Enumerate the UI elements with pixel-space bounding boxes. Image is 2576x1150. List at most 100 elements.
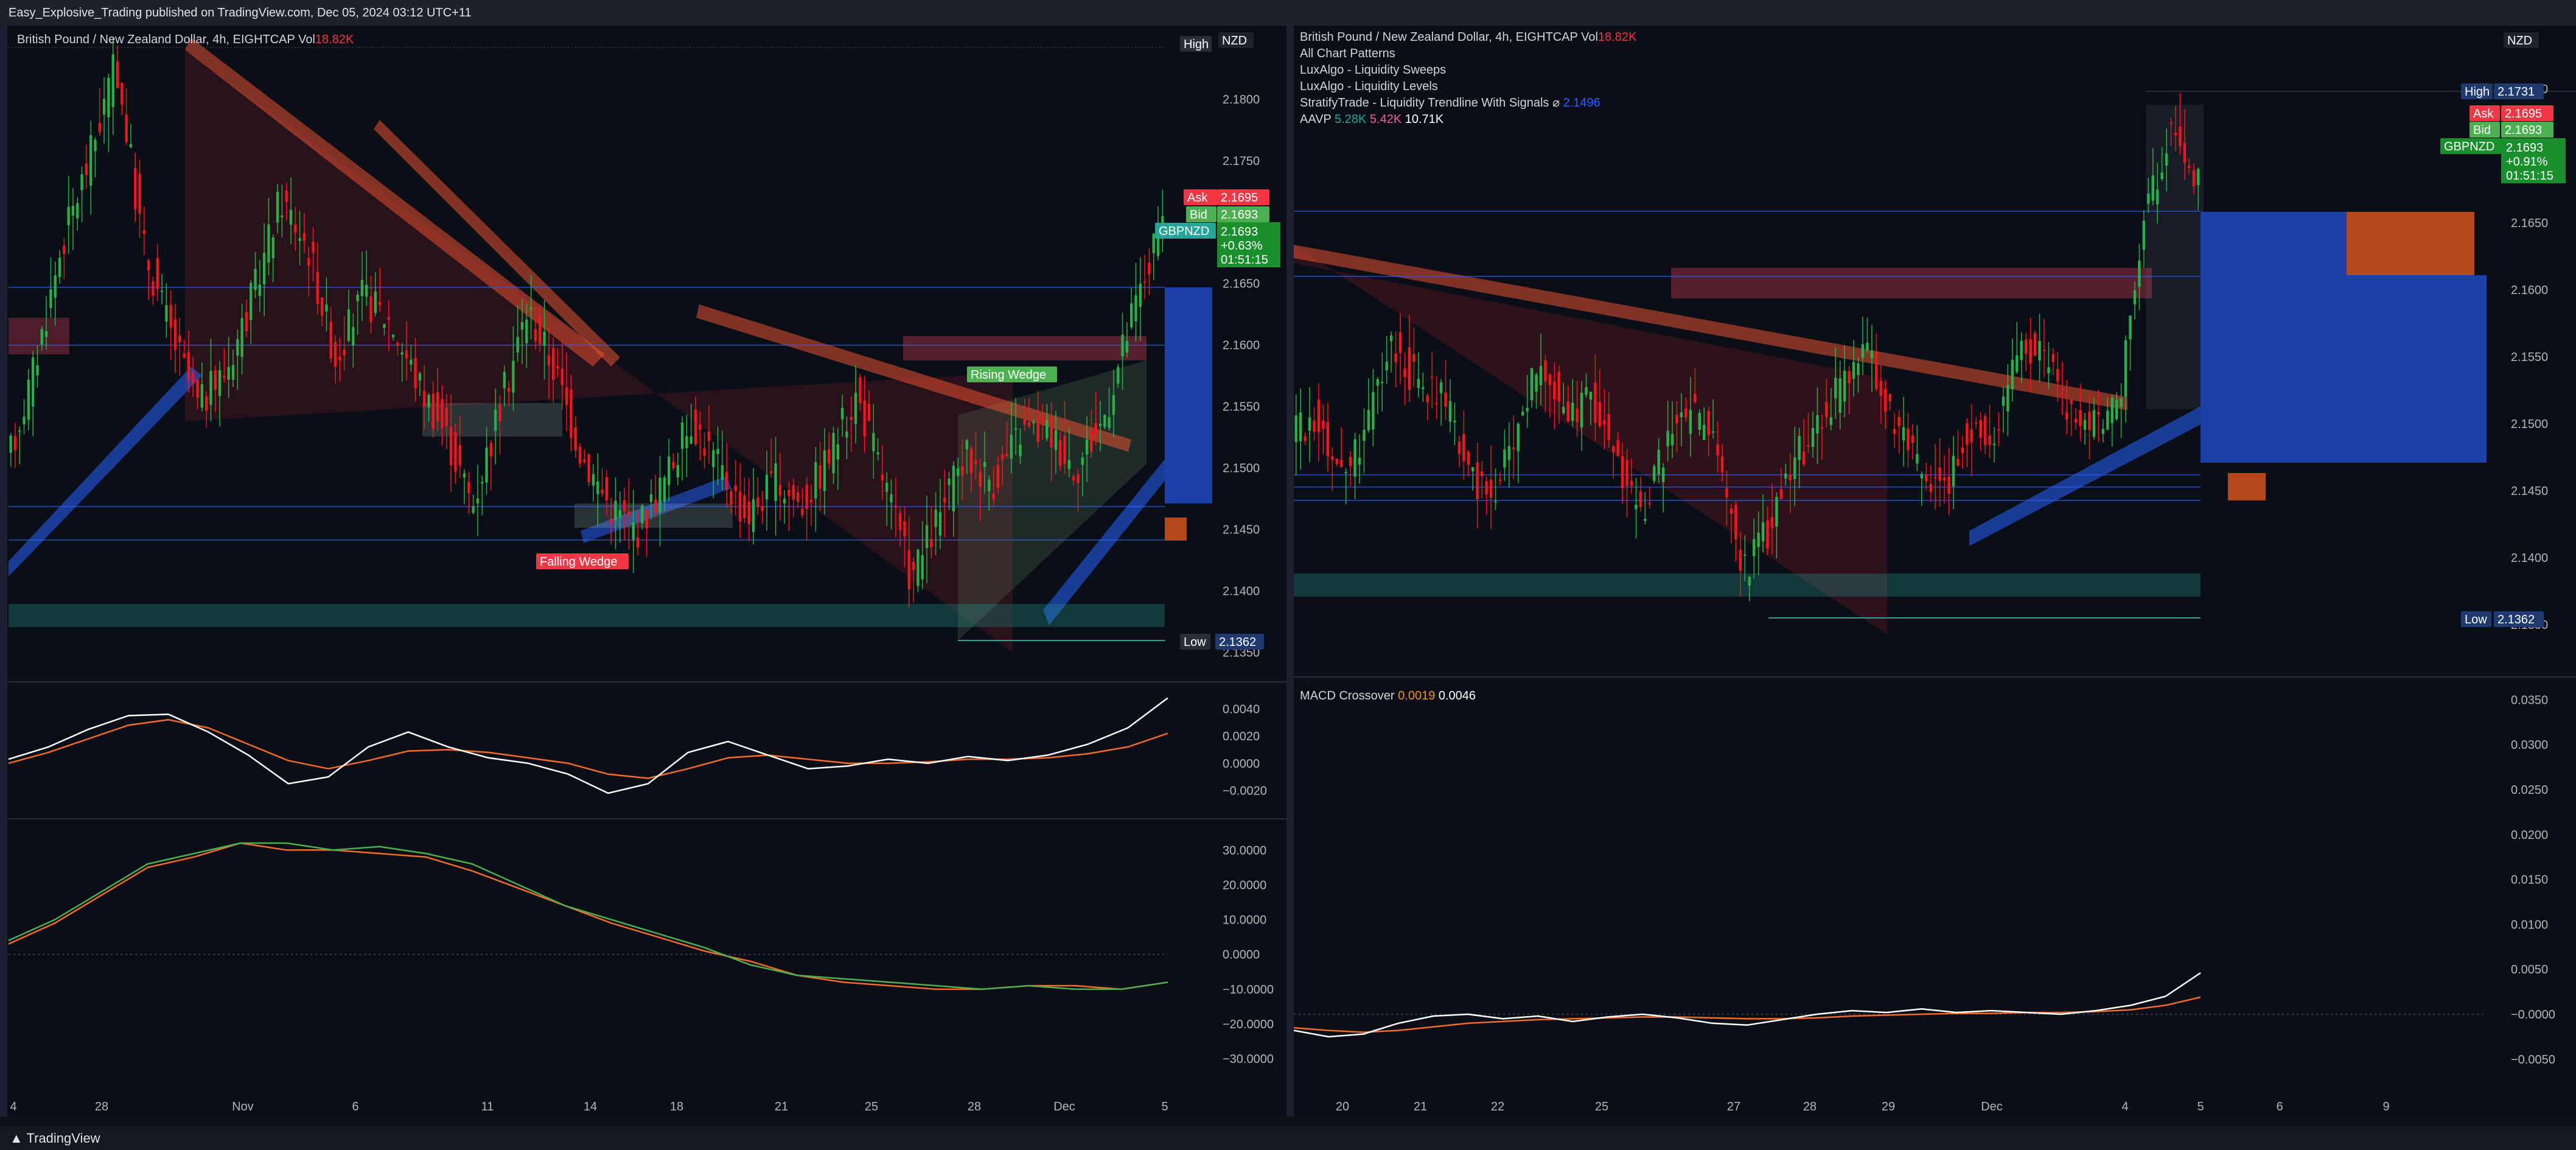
left-candle-140: [632, 489, 635, 573]
right-candle-34: [1448, 379, 1452, 433]
right-candle-80: [1657, 438, 1660, 483]
left-candle-97: [441, 385, 444, 446]
stratify-label: StratifyTrade - Liquidity Trendline With…: [1300, 96, 1549, 110]
candle-body: [1657, 449, 1660, 474]
right-candle-86: [1684, 397, 1688, 422]
left-candle-120: [543, 300, 546, 380]
liquidity-zone-mid-2: [574, 503, 733, 528]
falling-wedge-label: Falling Wedge: [536, 553, 629, 569]
right-chart-panel[interactable]: 2.17502.17002.16502.16002.15502.15002.14…: [1294, 26, 2576, 1117]
left-candle-152: [685, 415, 688, 477]
candle-body: [539, 317, 542, 345]
indicator-aavp[interactable]: AAVP 5.28K 5.42K 10.71K: [1300, 111, 1636, 128]
right-chart-canvas[interactable]: 2.17502.17002.16502.16002.15502.15002.14…: [1294, 26, 2576, 1117]
right-candle-173: [2079, 383, 2082, 441]
right-symbol-tag: GBPNZD: [2440, 138, 2501, 154]
candle-body: [676, 465, 679, 478]
candle-body: [431, 393, 435, 429]
candle-body: [689, 436, 693, 444]
left-candle-75: [343, 316, 346, 371]
candle-body: [223, 376, 226, 378]
left-candle-250: [1121, 312, 1124, 390]
right-candle-51: [1526, 374, 1529, 428]
candle-body: [1036, 421, 1039, 443]
candle-body: [423, 391, 426, 407]
left-candle-29: [138, 160, 141, 238]
left-candle-196: [881, 444, 884, 500]
candle-body: [1023, 419, 1026, 425]
candle-body: [965, 440, 968, 450]
indicator-0[interactable]: All Chart Patterns: [1300, 47, 1395, 60]
right-candle-133: [1897, 410, 1901, 454]
candle-body: [67, 206, 70, 225]
left-candle-211: [948, 471, 951, 510]
candle-body: [565, 387, 568, 405]
candle-body: [1711, 431, 1715, 433]
candle-body: [205, 396, 208, 411]
left-candle-83: [379, 267, 382, 312]
candle-body: [2092, 410, 2096, 437]
left-candle-168: [756, 477, 759, 515]
left-candle-176: [792, 478, 795, 517]
right-candle-27: [1417, 352, 1420, 398]
left-candle-137: [618, 491, 621, 543]
left-candle-231: [1036, 391, 1039, 447]
right-candle-108: [1784, 463, 1787, 486]
candle-body: [2056, 369, 2059, 382]
right-time-label-6: 29: [1882, 1100, 1895, 1113]
left-candle-27: [129, 124, 133, 149]
right-candle-57: [1553, 362, 1556, 430]
left-ask-value: 2.1695: [1217, 189, 1269, 205]
osc1-tick-2: 0.0000: [1223, 757, 1260, 771]
left-symbol-tag: GBPNZD: [1155, 223, 1216, 239]
candle-body: [649, 494, 653, 502]
candle-body: [894, 506, 898, 508]
candle-body: [80, 174, 83, 191]
left-chart-canvas[interactable]: Falling Wedge Rising Wedge 2.1800 2.1750 2.1…: [9, 26, 1286, 1117]
macd-label[interactable]: MACD Crossover: [1300, 689, 1395, 703]
left-symbol-line: British Pound / New Zealand Dollar, 4h, …: [17, 33, 295, 46]
candle-body: [969, 449, 973, 474]
left-candle-34: [160, 273, 164, 304]
left-candle-22: [107, 73, 110, 153]
candle-body: [1521, 412, 1524, 416]
right-ask-value: 2.1695: [2501, 105, 2553, 121]
left-candle-117: [529, 275, 532, 340]
right-candle-40: [1476, 443, 1479, 529]
candle-body: [1398, 332, 1402, 353]
left-high-badge-text: High: [1184, 38, 1209, 51]
right-bid-value: 2.1693: [2501, 122, 2553, 138]
right-price-tick-6: 2.1450: [2511, 485, 2548, 498]
left-candle-109: [494, 388, 497, 465]
left-time-label-7: 21: [775, 1100, 788, 1113]
candle-body: [44, 331, 48, 337]
indicator-stratify[interactable]: StratifyTrade - Liquidity Trendline With…: [1300, 95, 1636, 111]
candle-body: [1054, 430, 1058, 451]
right-time-label-4: 27: [1727, 1100, 1740, 1113]
candle-body: [2151, 175, 2155, 201]
indicator-2[interactable]: LuxAlgo - Liquidity Levels: [1300, 80, 1438, 93]
left-chart-panel[interactable]: Falling Wedge Rising Wedge 2.1800 2.1750 2.1…: [9, 26, 1286, 1117]
right-candle-154: [1992, 427, 1996, 463]
candle-body: [1775, 496, 1778, 527]
candle-body: [271, 237, 274, 259]
indicator-1[interactable]: LuxAlgo - Liquidity Sweeps: [1300, 63, 1447, 77]
right-bid-value-bg: [2501, 122, 2553, 138]
tradingview-logo[interactable]: ▲ TradingView: [10, 1131, 100, 1146]
candle-body: [747, 502, 750, 525]
right-candle-89: [1698, 409, 1702, 436]
right-candle-181: [2115, 392, 2118, 421]
panel-divider[interactable]: [1286, 26, 1294, 1117]
right-candle-99: [1744, 535, 1747, 581]
right-candle-159: [2016, 321, 2019, 374]
right-candle-190: [2155, 163, 2159, 223]
candle-body: [992, 494, 995, 500]
candle-body: [503, 371, 506, 388]
left-candle-5: [32, 351, 35, 437]
candle-body: [2033, 333, 2037, 356]
liquidity-zone-high: [903, 336, 1147, 360]
candle-body: [1098, 423, 1102, 426]
right-candle-167: [2051, 348, 2055, 376]
left-price-tick-7: 2.1450: [1223, 524, 1260, 537]
candle-body: [396, 343, 399, 346]
